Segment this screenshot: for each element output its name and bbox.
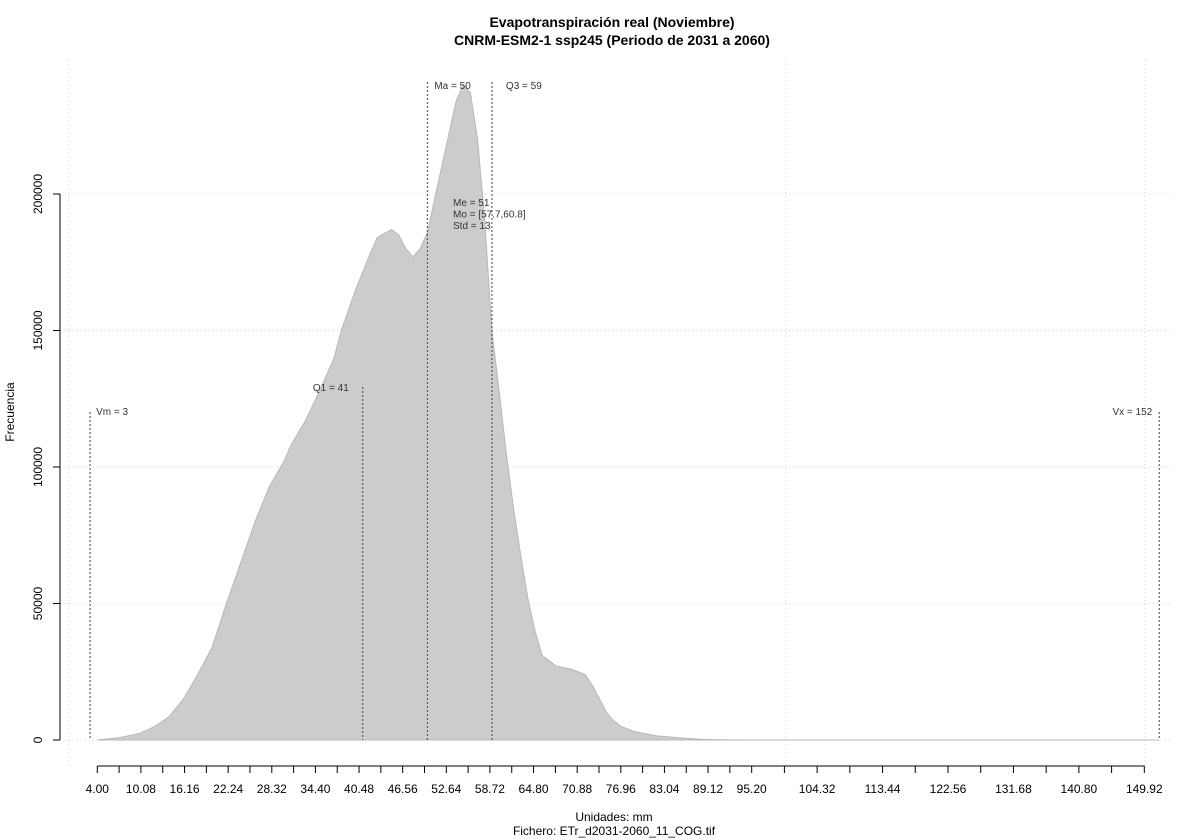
label-ma: Ma = 50 <box>434 81 471 92</box>
x-tick-label: 113.44 <box>865 782 901 796</box>
x-tick-label: 64.80 <box>519 782 549 796</box>
y-axis: 0 50000 100000 150000 200000 <box>31 174 61 743</box>
y-tick-label: 0 <box>31 736 45 743</box>
y-tick-label: 150000 <box>31 310 45 350</box>
x-tick-label: 70.88 <box>562 782 592 796</box>
x-tick-label: 149.92 <box>1126 782 1163 796</box>
x-tick-label: 122.56 <box>930 782 967 796</box>
label-stat: Me = 51 <box>453 198 490 209</box>
y-tick-label: 50000 <box>31 586 45 620</box>
label-vx: Vx = 152 <box>1112 407 1152 418</box>
density-area <box>97 83 1160 741</box>
label-stat: Std = 13 <box>453 221 491 232</box>
chart-subtitle: CNRM-ESM2-1 ssp245 (Periodo de 2031 a 20… <box>454 32 770 48</box>
label-stat: Mo = [57.7,60.8] <box>453 210 526 221</box>
label-q1: Q1 = 41 <box>313 383 349 394</box>
x-tick-label: 28.32 <box>257 782 287 796</box>
y-tick-label: 200000 <box>31 174 45 214</box>
label-q3: Q3 = 59 <box>506 81 542 92</box>
x-tick-label: 140.80 <box>1061 782 1098 796</box>
x-tick-label: 34.40 <box>300 782 330 796</box>
x-tick-label: 89.12 <box>693 782 723 796</box>
x-tick-label: 95.20 <box>737 782 767 796</box>
x-tick-label: 58.72 <box>475 782 505 796</box>
x-tick-label: 40.48 <box>344 782 374 796</box>
y-tick-label: 100000 <box>31 447 45 487</box>
x-tick-label: 10.08 <box>126 782 156 796</box>
x-axis: 4.00 10.08 16.16 22.24 28.32 34.40 40.48 46.56 5… <box>86 765 1163 796</box>
x-tick-label: 46.56 <box>388 782 418 796</box>
chart-title: Evapotranspiración real (Noviembre) <box>489 14 734 30</box>
x-tick-label: 83.04 <box>649 782 679 796</box>
statistic-lines <box>89 82 1160 740</box>
statistic-labels: Vm = 3 Q1 = 41 Ma = 50 Q3 = 59 Vx = 152 Me = … <box>96 81 1153 418</box>
x-tick-label: 131.68 <box>995 782 1032 796</box>
x-tick-label: 76.96 <box>606 782 636 796</box>
x-tick-label: 104.32 <box>799 782 836 796</box>
x-axis-label: Unidades: mm <box>575 810 652 824</box>
y-axis-label: Frecuencia <box>3 382 17 442</box>
x-tick-label: 52.64 <box>431 782 461 796</box>
x-tick-label: 22.24 <box>213 782 243 796</box>
x-tick-label: 4.00 <box>86 782 110 796</box>
label-vm: Vm = 3 <box>96 407 128 418</box>
x-tick-label: 16.16 <box>170 782 200 796</box>
file-name: Fichero: ETr_d2031-2060_11_COG.tif <box>513 824 716 838</box>
